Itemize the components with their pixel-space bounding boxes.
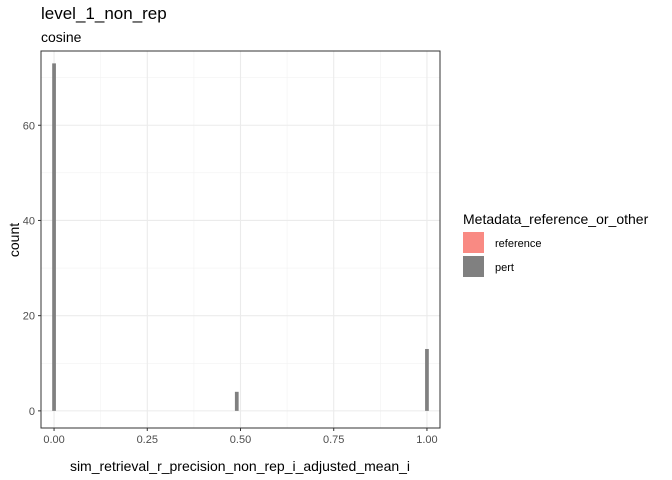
x-axis-title: sim_retrieval_r_precision_non_rep_i_adju… bbox=[70, 458, 410, 474]
x-tick-label: 0.00 bbox=[43, 434, 64, 446]
x-tick-label: 0.50 bbox=[230, 434, 251, 446]
axis-ticks: 0.00 0.25 0.50 0.75 1.00 0 20 40 60 bbox=[23, 120, 438, 446]
y-tick-label: 40 bbox=[23, 215, 35, 227]
x-tick-label: 0.75 bbox=[323, 434, 344, 446]
histogram-bar-pert bbox=[52, 63, 56, 411]
y-tick-label: 60 bbox=[23, 120, 35, 132]
legend-key-reference bbox=[463, 232, 484, 253]
legend: Metadata_reference_or_other reference pe… bbox=[463, 211, 649, 277]
y-tick-label: 0 bbox=[29, 406, 35, 418]
chart-title: level_1_non_rep bbox=[41, 4, 167, 23]
legend-label-reference: reference bbox=[495, 238, 541, 250]
y-axis-title: count bbox=[6, 223, 22, 257]
x-tick-label: 1.00 bbox=[416, 434, 437, 446]
legend-key-pert bbox=[463, 256, 484, 277]
legend-label-pert: pert bbox=[495, 262, 514, 274]
bars bbox=[52, 63, 429, 411]
y-tick-label: 20 bbox=[23, 311, 35, 323]
legend-title: Metadata_reference_or_other bbox=[463, 211, 649, 227]
chart-subtitle: cosine bbox=[41, 29, 82, 45]
grid-lines bbox=[41, 51, 440, 428]
x-tick-label: 0.25 bbox=[137, 434, 158, 446]
histogram-bar-pert bbox=[234, 391, 239, 411]
histogram-bar-pert bbox=[425, 348, 429, 411]
